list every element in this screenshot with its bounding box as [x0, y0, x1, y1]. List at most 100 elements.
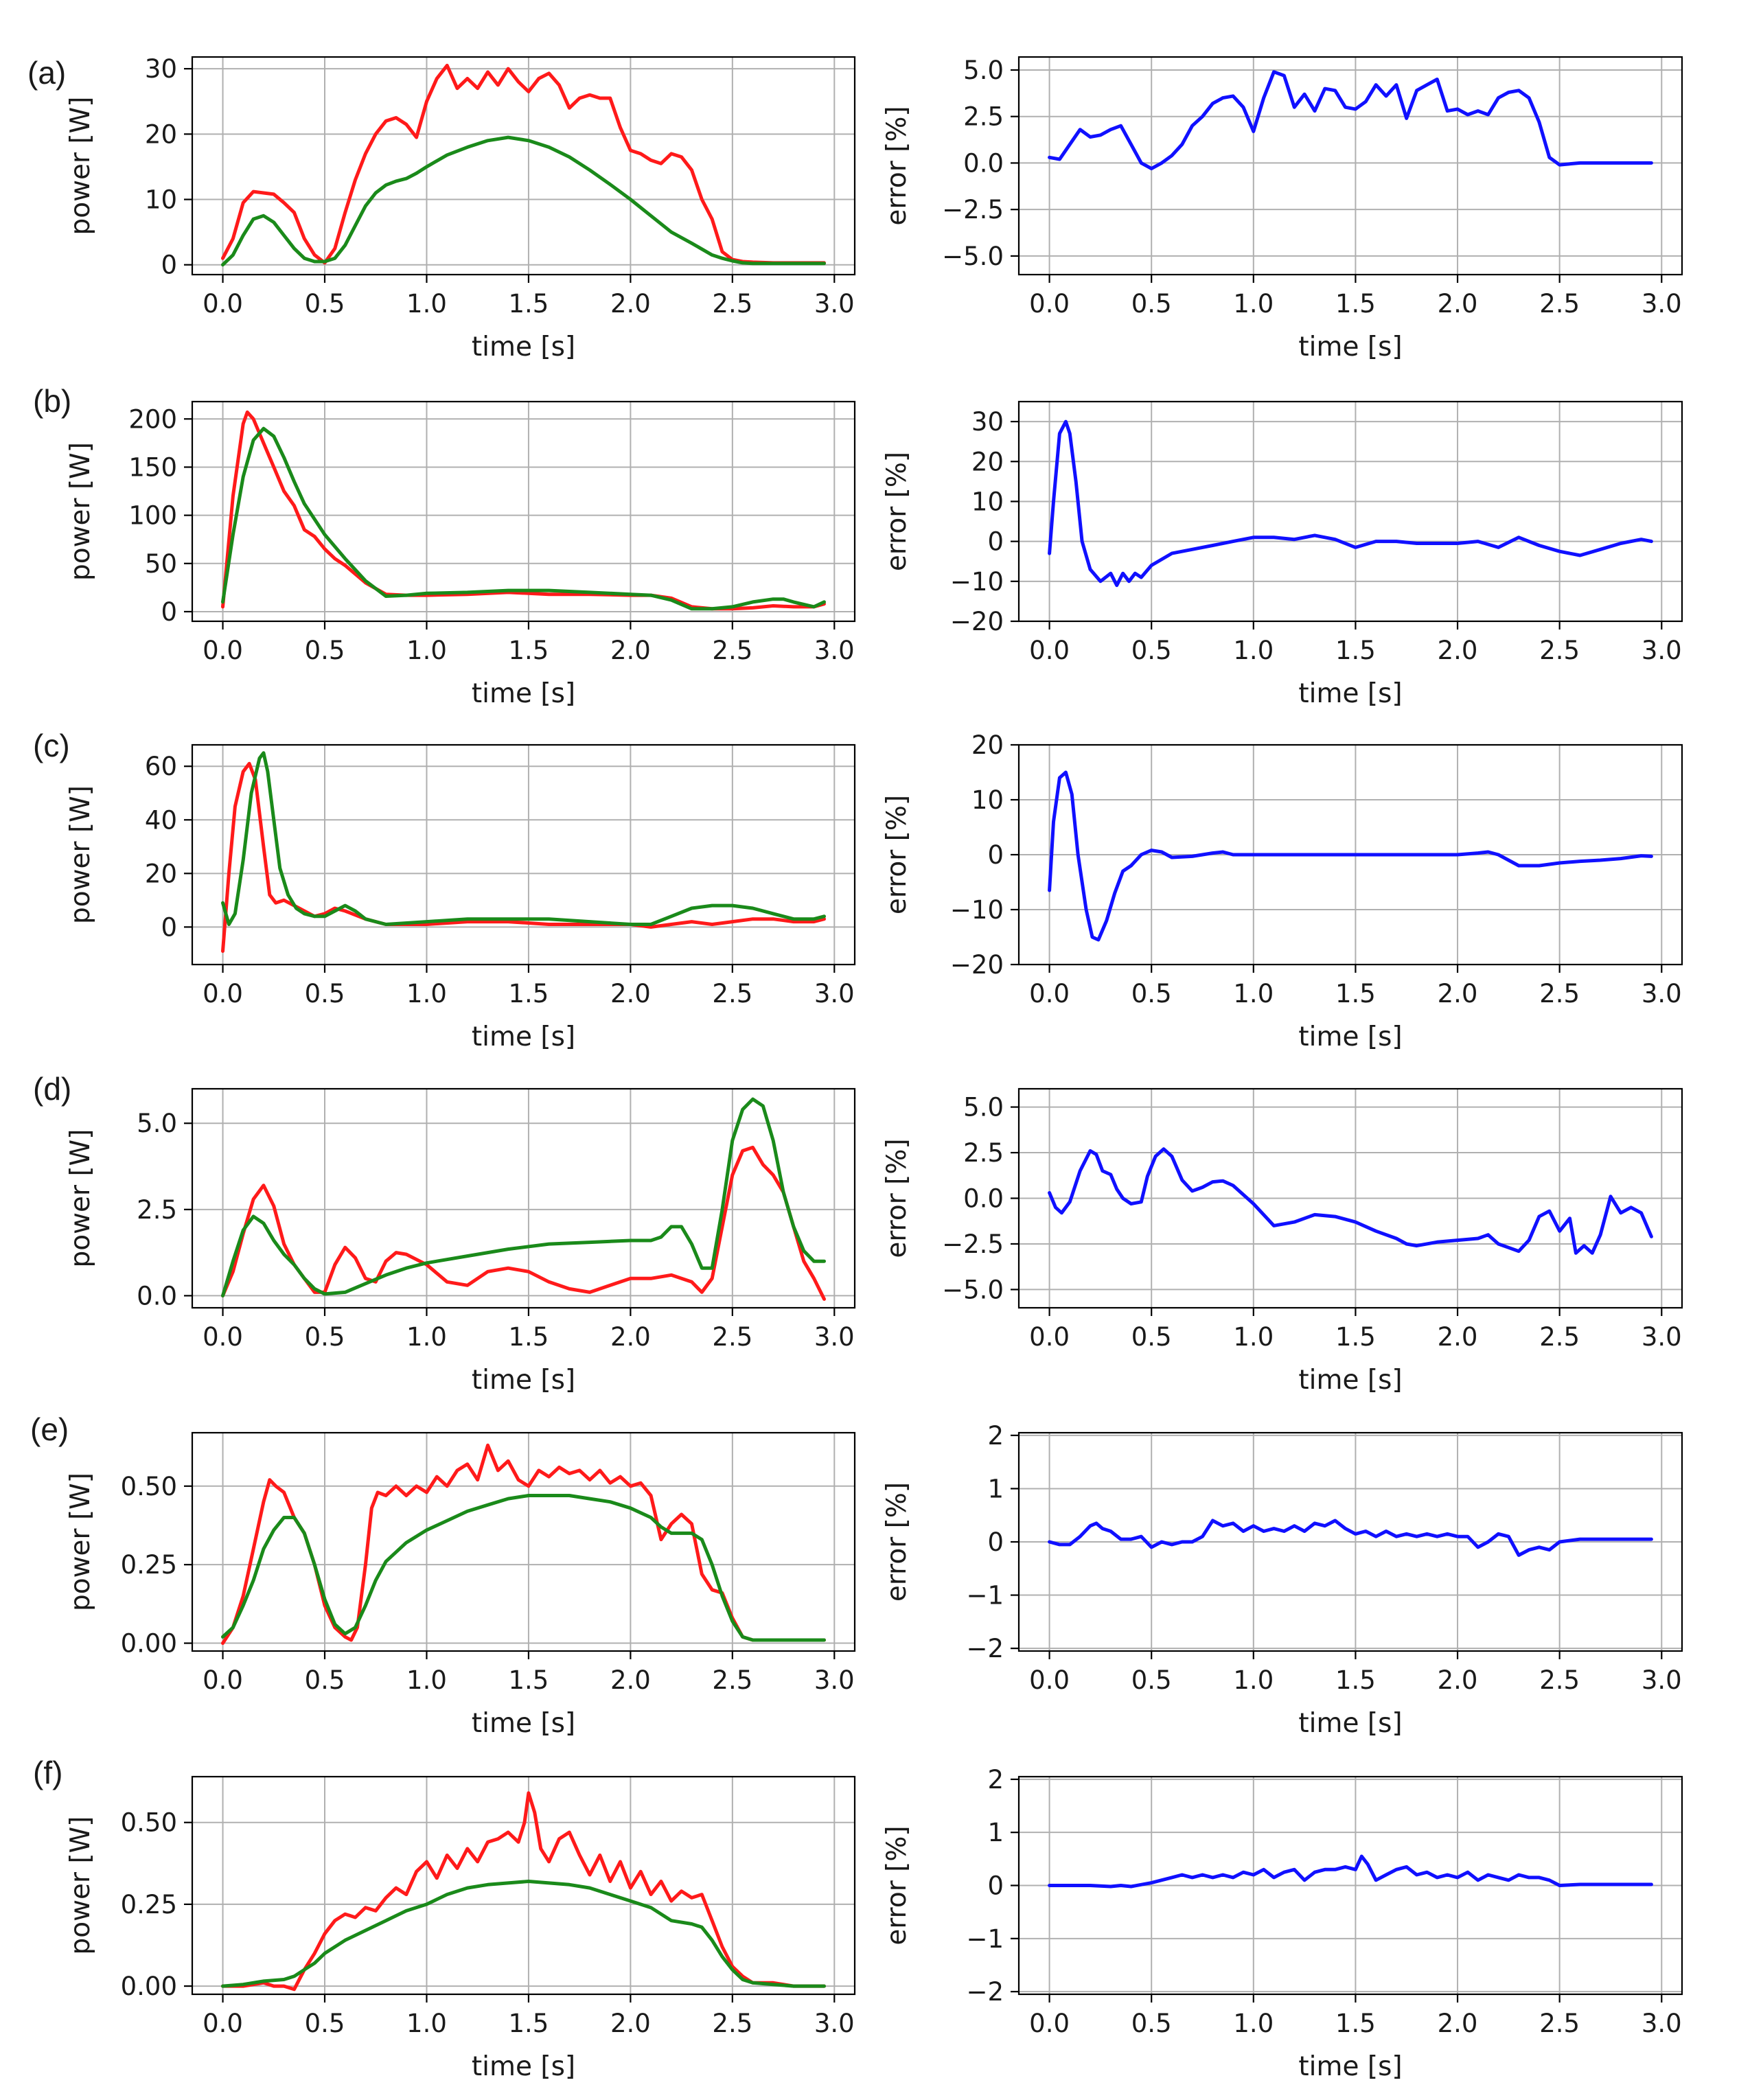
x-tick-label: 2.5	[1539, 979, 1580, 1008]
y-axis-label: error [%]	[882, 795, 912, 914]
y-tick-label: 10	[971, 487, 1004, 516]
y-tick-label: 0	[161, 597, 177, 627]
panel-label: (b)	[33, 383, 71, 419]
x-tick-label: 1.0	[406, 979, 447, 1008]
axes-right-2: 0.0 0.5 1.0 1.5 2.0 2.5 3.0 −20 −10 0 10 20 time [s]…	[882, 730, 1683, 1052]
y-tick-label: 0	[161, 912, 177, 942]
series-line-red	[221, 1791, 826, 1992]
y-tick-label: 0.00	[121, 1629, 177, 1659]
y-axis-label: power [W]	[65, 1816, 96, 1955]
x-tick-label: 3.0	[1642, 2009, 1682, 2038]
x-tick-label: 3.0	[814, 979, 855, 1008]
y-tick-label: 2.5	[963, 102, 1004, 132]
axes-frame	[191, 400, 856, 623]
y-tick-label: 0.0	[963, 1184, 1004, 1214]
panel-label: (d)	[33, 1071, 71, 1107]
axes-frame	[191, 56, 856, 276]
x-tick-label: 0.5	[305, 2009, 345, 2038]
axes-frame	[1017, 400, 1683, 623]
x-tick-label: 3.0	[1642, 1665, 1682, 1695]
x-axis-label: time [s]	[1298, 678, 1402, 709]
y-tick-label: 100	[128, 501, 177, 531]
x-tick-label: 3.0	[1642, 1322, 1682, 1352]
x-tick-label: 2.0	[1438, 979, 1478, 1008]
y-axis-label: power [W]	[65, 97, 96, 235]
axes-frame	[191, 1775, 856, 1996]
x-tick-label: 1.0	[1233, 1322, 1274, 1352]
x-tick-label: 1.5	[509, 2009, 549, 2038]
x-tick-label: 0.5	[305, 979, 345, 1008]
x-tick-label: 0.0	[203, 979, 243, 1008]
x-tick-label: 2.5	[712, 636, 752, 665]
axes-frame	[191, 743, 856, 966]
x-tick-label: 2.0	[1438, 289, 1478, 319]
x-tick-label: 1.5	[509, 289, 549, 319]
axes-right-0: 0.0 0.5 1.0 1.5 2.0 2.5 3.0 −5.0 −2.5 0.0 2.5 5.0 ti…	[882, 56, 1683, 362]
x-tick-label: 0.5	[1131, 2009, 1172, 2038]
series-line-green	[221, 1494, 826, 1642]
y-tick-label: 2	[987, 1765, 1004, 1795]
y-tick-label: −2	[966, 1634, 1004, 1663]
series-line-green	[221, 751, 826, 926]
y-tick-label: 200	[128, 404, 177, 434]
x-axis-label: time [s]	[472, 1022, 575, 1052]
x-tick-label: 3.0	[1642, 979, 1682, 1008]
x-tick-label: 2.5	[712, 2009, 752, 2038]
x-tick-label: 1.0	[406, 289, 447, 319]
x-tick-label: 2.5	[712, 289, 752, 319]
axes-right-3: 0.0 0.5 1.0 1.5 2.0 2.5 3.0 −5.0 −2.5 0.0 2.5 5.0 ti…	[882, 1087, 1683, 1396]
x-tick-label: 1.0	[406, 636, 447, 665]
y-tick-label: 1	[987, 1474, 1004, 1503]
x-tick-label: 2.5	[1539, 1322, 1580, 1352]
x-tick-label: 1.5	[509, 1322, 549, 1352]
x-tick-label: 2.5	[1539, 1665, 1580, 1695]
y-tick-label: −10	[950, 895, 1004, 925]
x-tick-label: 1.0	[406, 1665, 447, 1695]
y-tick-label: −20	[950, 607, 1004, 636]
x-tick-label: 2.5	[1539, 289, 1580, 319]
x-tick-label: 3.0	[814, 2009, 855, 2038]
panel-label: (c)	[33, 728, 70, 763]
x-tick-label: 1.5	[509, 1665, 549, 1695]
x-tick-label: 2.5	[1539, 636, 1580, 665]
y-tick-label: 150	[128, 452, 177, 482]
x-tick-label: 1.0	[1233, 979, 1274, 1008]
x-tick-label: 1.5	[1335, 2009, 1376, 2038]
x-tick-label: 3.0	[1642, 636, 1682, 665]
y-tick-label: 20	[145, 119, 177, 149]
x-tick-label: 1.0	[406, 1322, 447, 1352]
x-tick-label: 2.0	[610, 1665, 651, 1695]
y-axis-label: power [W]	[65, 442, 96, 581]
series-line-red	[221, 761, 826, 953]
y-tick-label: 0.00	[121, 1972, 177, 2001]
x-axis-label: time [s]	[472, 1708, 575, 1739]
y-axis-label: error [%]	[882, 106, 912, 225]
series-line-blue	[1048, 1147, 1653, 1255]
x-tick-label: 2.0	[1438, 636, 1478, 665]
y-axis-label: power [W]	[65, 1473, 96, 1611]
y-tick-label: −5.0	[942, 1275, 1004, 1304]
y-tick-label: 30	[971, 407, 1004, 437]
x-tick-label: 2.0	[610, 979, 651, 1008]
y-tick-label: −2	[966, 1977, 1004, 2007]
series-line-blue	[1048, 1519, 1653, 1557]
y-tick-label: −2.5	[942, 195, 1004, 224]
x-tick-label: 0.5	[305, 636, 345, 665]
y-axis-label: error [%]	[882, 1825, 912, 1945]
x-axis-label: time [s]	[1298, 1022, 1402, 1052]
y-tick-label: 0.25	[121, 1890, 177, 1919]
axes-right-4: 0.0 0.5 1.0 1.5 2.0 2.5 3.0 −2 −1 0 1 2 time [s] erro…	[882, 1421, 1683, 1739]
y-tick-label: 20	[971, 730, 1004, 760]
axes-left-1: 0.0 0.5 1.0 1.5 2.0 2.5 3.0 0 50 100 150 200 time [s…	[65, 400, 856, 709]
y-tick-label: 5.0	[963, 56, 1004, 85]
y-axis-label: error [%]	[882, 452, 912, 571]
y-tick-label: 0.0	[137, 1281, 177, 1311]
y-tick-label: −2.5	[942, 1230, 1004, 1259]
axes-right-5: 0.0 0.5 1.0 1.5 2.0 2.5 3.0 −2 −1 0 1 2 time [s] erro…	[882, 1765, 1683, 2082]
x-tick-label: 0.5	[1131, 1322, 1172, 1352]
axes-left-2: 0.0 0.5 1.0 1.5 2.0 2.5 3.0 0 20 40 60 time [s] powe…	[65, 743, 856, 1052]
x-tick-label: 2.5	[712, 1322, 752, 1352]
y-tick-label: 0	[987, 527, 1004, 557]
x-tick-label: 0.0	[1029, 2009, 1070, 2038]
